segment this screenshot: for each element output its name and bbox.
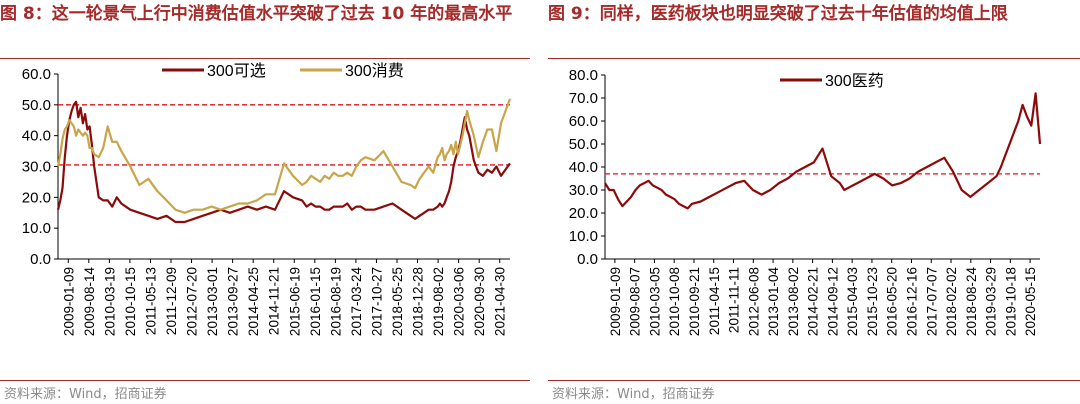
right-source-note: 资料来源：Wind，招商证券 (552, 387, 715, 402)
right-bottom-rule (548, 380, 1080, 381)
right-x-tick-label: 2011-04-15 (707, 267, 722, 335)
left-x-tick-label: 2020-03-06 (452, 267, 467, 336)
right-title-rule (548, 58, 1080, 59)
right-series-line-1 (604, 92, 1042, 210)
right-figure-title: 图 9：同样，医药板块也明显突破了过去十年估值的均值上限 (548, 4, 1008, 24)
left-x-tick-label: 2011-05-13 (143, 267, 158, 335)
left-x-tick-label: 2017-03-24 (349, 267, 364, 337)
right-y-tick-label: 20.0 (569, 205, 598, 222)
left-x-tick-label: 2009-01-09 (61, 267, 76, 336)
left-series-line-2 (56, 98, 512, 214)
left-x-tick-label: 2010-10-15 (123, 267, 138, 336)
right-x-tick-label: 2018-02-02 (944, 267, 959, 336)
left-legend-label-1: 300可选 (207, 62, 266, 80)
left-chart: 0.0 10.0 20.0 30.0 40.0 50.0 60.0 2009-01-09 200… (22, 62, 512, 337)
right-y-tick-label: 80.0 (569, 67, 598, 84)
right-x-tick-label: 2009-08-07 (628, 267, 643, 336)
left-x-tick-label: 2012-07-20 (185, 267, 200, 336)
right-x-tick-label: 2013-08-02 (786, 267, 801, 336)
left-x-tick-label: 2016-01-15 (308, 267, 323, 336)
left-x-tick-label: 2010-03-19 (102, 267, 117, 336)
right-y-tick-label: 40.0 (569, 159, 598, 176)
left-x-tick-label: 2014-11-21 (267, 267, 282, 335)
left-x-tick-label: 2018-12-28 (411, 267, 426, 336)
right-y-tick-label: 60.0 (569, 113, 598, 130)
right-legend-label-1: 300医药 (825, 72, 884, 90)
right-y-tick-label: 50.0 (569, 136, 598, 153)
left-y-tick-label: 20.0 (22, 189, 51, 206)
right-x-tick-label: 2013-01-04 (766, 267, 781, 337)
right-x-tick-label: 2014-02-21 (806, 267, 821, 336)
right-x-tick-label: 2020-05-15 (1023, 267, 1038, 336)
right-x-tick-label: 2012-06-08 (746, 267, 761, 336)
right-x-tick-label: 2010-10-08 (667, 267, 682, 336)
left-x-tick-label: 2021-04-30 (493, 267, 508, 336)
right-x-tick-label: 2014-09-12 (825, 267, 840, 336)
left-y-tick-label: 50.0 (22, 97, 51, 114)
left-x-tick-label: 2013-09-27 (226, 267, 241, 336)
left-x-tick-label: 2016-08-19 (328, 267, 343, 336)
right-x-tick-label: 2009-01-09 (608, 267, 623, 336)
left-bottom-rule (0, 380, 530, 381)
left-x-tick-label: 2020-09-30 (472, 267, 487, 336)
left-x-tick-label: 2017-10-27 (369, 267, 384, 336)
right-x-tick-label: 2015-10-23 (865, 267, 880, 336)
left-figure-title: 图 8：这一轮景气上行中消费估值水平突破了过去 10 年的最高水平 (0, 4, 513, 24)
left-y-tick-label: 40.0 (22, 128, 51, 145)
right-x-tick-label: 2019-03-29 (984, 267, 999, 336)
left-x-tick-label: 2019-08-02 (431, 267, 446, 336)
right-figure-panel: 图 9：同样，医药板块也明显突破了过去十年估值的均值上限 0.0 10.0 20.0… (548, 0, 1080, 404)
right-x-tick-label: 2011-11-11 (727, 267, 742, 333)
left-x-tick-label: 2018-05-25 (390, 267, 405, 336)
right-y-tick-label: 10.0 (569, 228, 598, 245)
left-y-tick-label: 10.0 (22, 220, 51, 237)
right-chart: 0.0 10.0 20.0 30.0 40.0 50.0 60.0 70.0 80.0 2009-… (569, 67, 1042, 337)
right-x-tick-label: 2016-12-16 (904, 267, 919, 336)
left-y-tick-label: 60.0 (22, 66, 51, 83)
right-y-tick-label: 0.0 (577, 251, 598, 268)
left-source-note: 资料来源：Wind，招商证券 (4, 387, 167, 402)
right-x-tick-label: 2010-09-21 (687, 267, 702, 336)
right-y-tick-label: 70.0 (569, 90, 598, 107)
right-y-tick-label: 30.0 (569, 182, 598, 199)
left-x-tick-label: 2015-06-19 (287, 267, 302, 336)
left-x-tick-label: 2014-04-25 (246, 267, 261, 336)
right-x-tick-label: 2019-10-18 (1003, 267, 1018, 336)
right-x-tick-label: 2016-05-20 (885, 267, 900, 336)
left-title-rule (0, 58, 530, 59)
left-y-tick-label: 0.0 (30, 251, 51, 268)
left-x-tick-label: 2011-12-09 (164, 267, 179, 335)
left-y-tick-label: 30.0 (22, 159, 51, 176)
right-x-tick-label: 2010-03-05 (647, 267, 662, 336)
right-x-tick-label: 2017-07-07 (924, 267, 939, 336)
right-x-tick-label: 2018-08-24 (964, 267, 979, 337)
right-x-tick-label: 2015-04-03 (845, 267, 860, 336)
left-x-tick-label: 2009-08-14 (82, 267, 97, 337)
left-x-tick-label: 2013-03-01 (205, 267, 220, 336)
left-figure-panel: 图 8：这一轮景气上行中消费估值水平突破了过去 10 年的最高水平 0.0 10.… (0, 0, 530, 404)
left-legend-label-2: 300消费 (345, 62, 404, 80)
left-series-line-1 (56, 100, 511, 224)
